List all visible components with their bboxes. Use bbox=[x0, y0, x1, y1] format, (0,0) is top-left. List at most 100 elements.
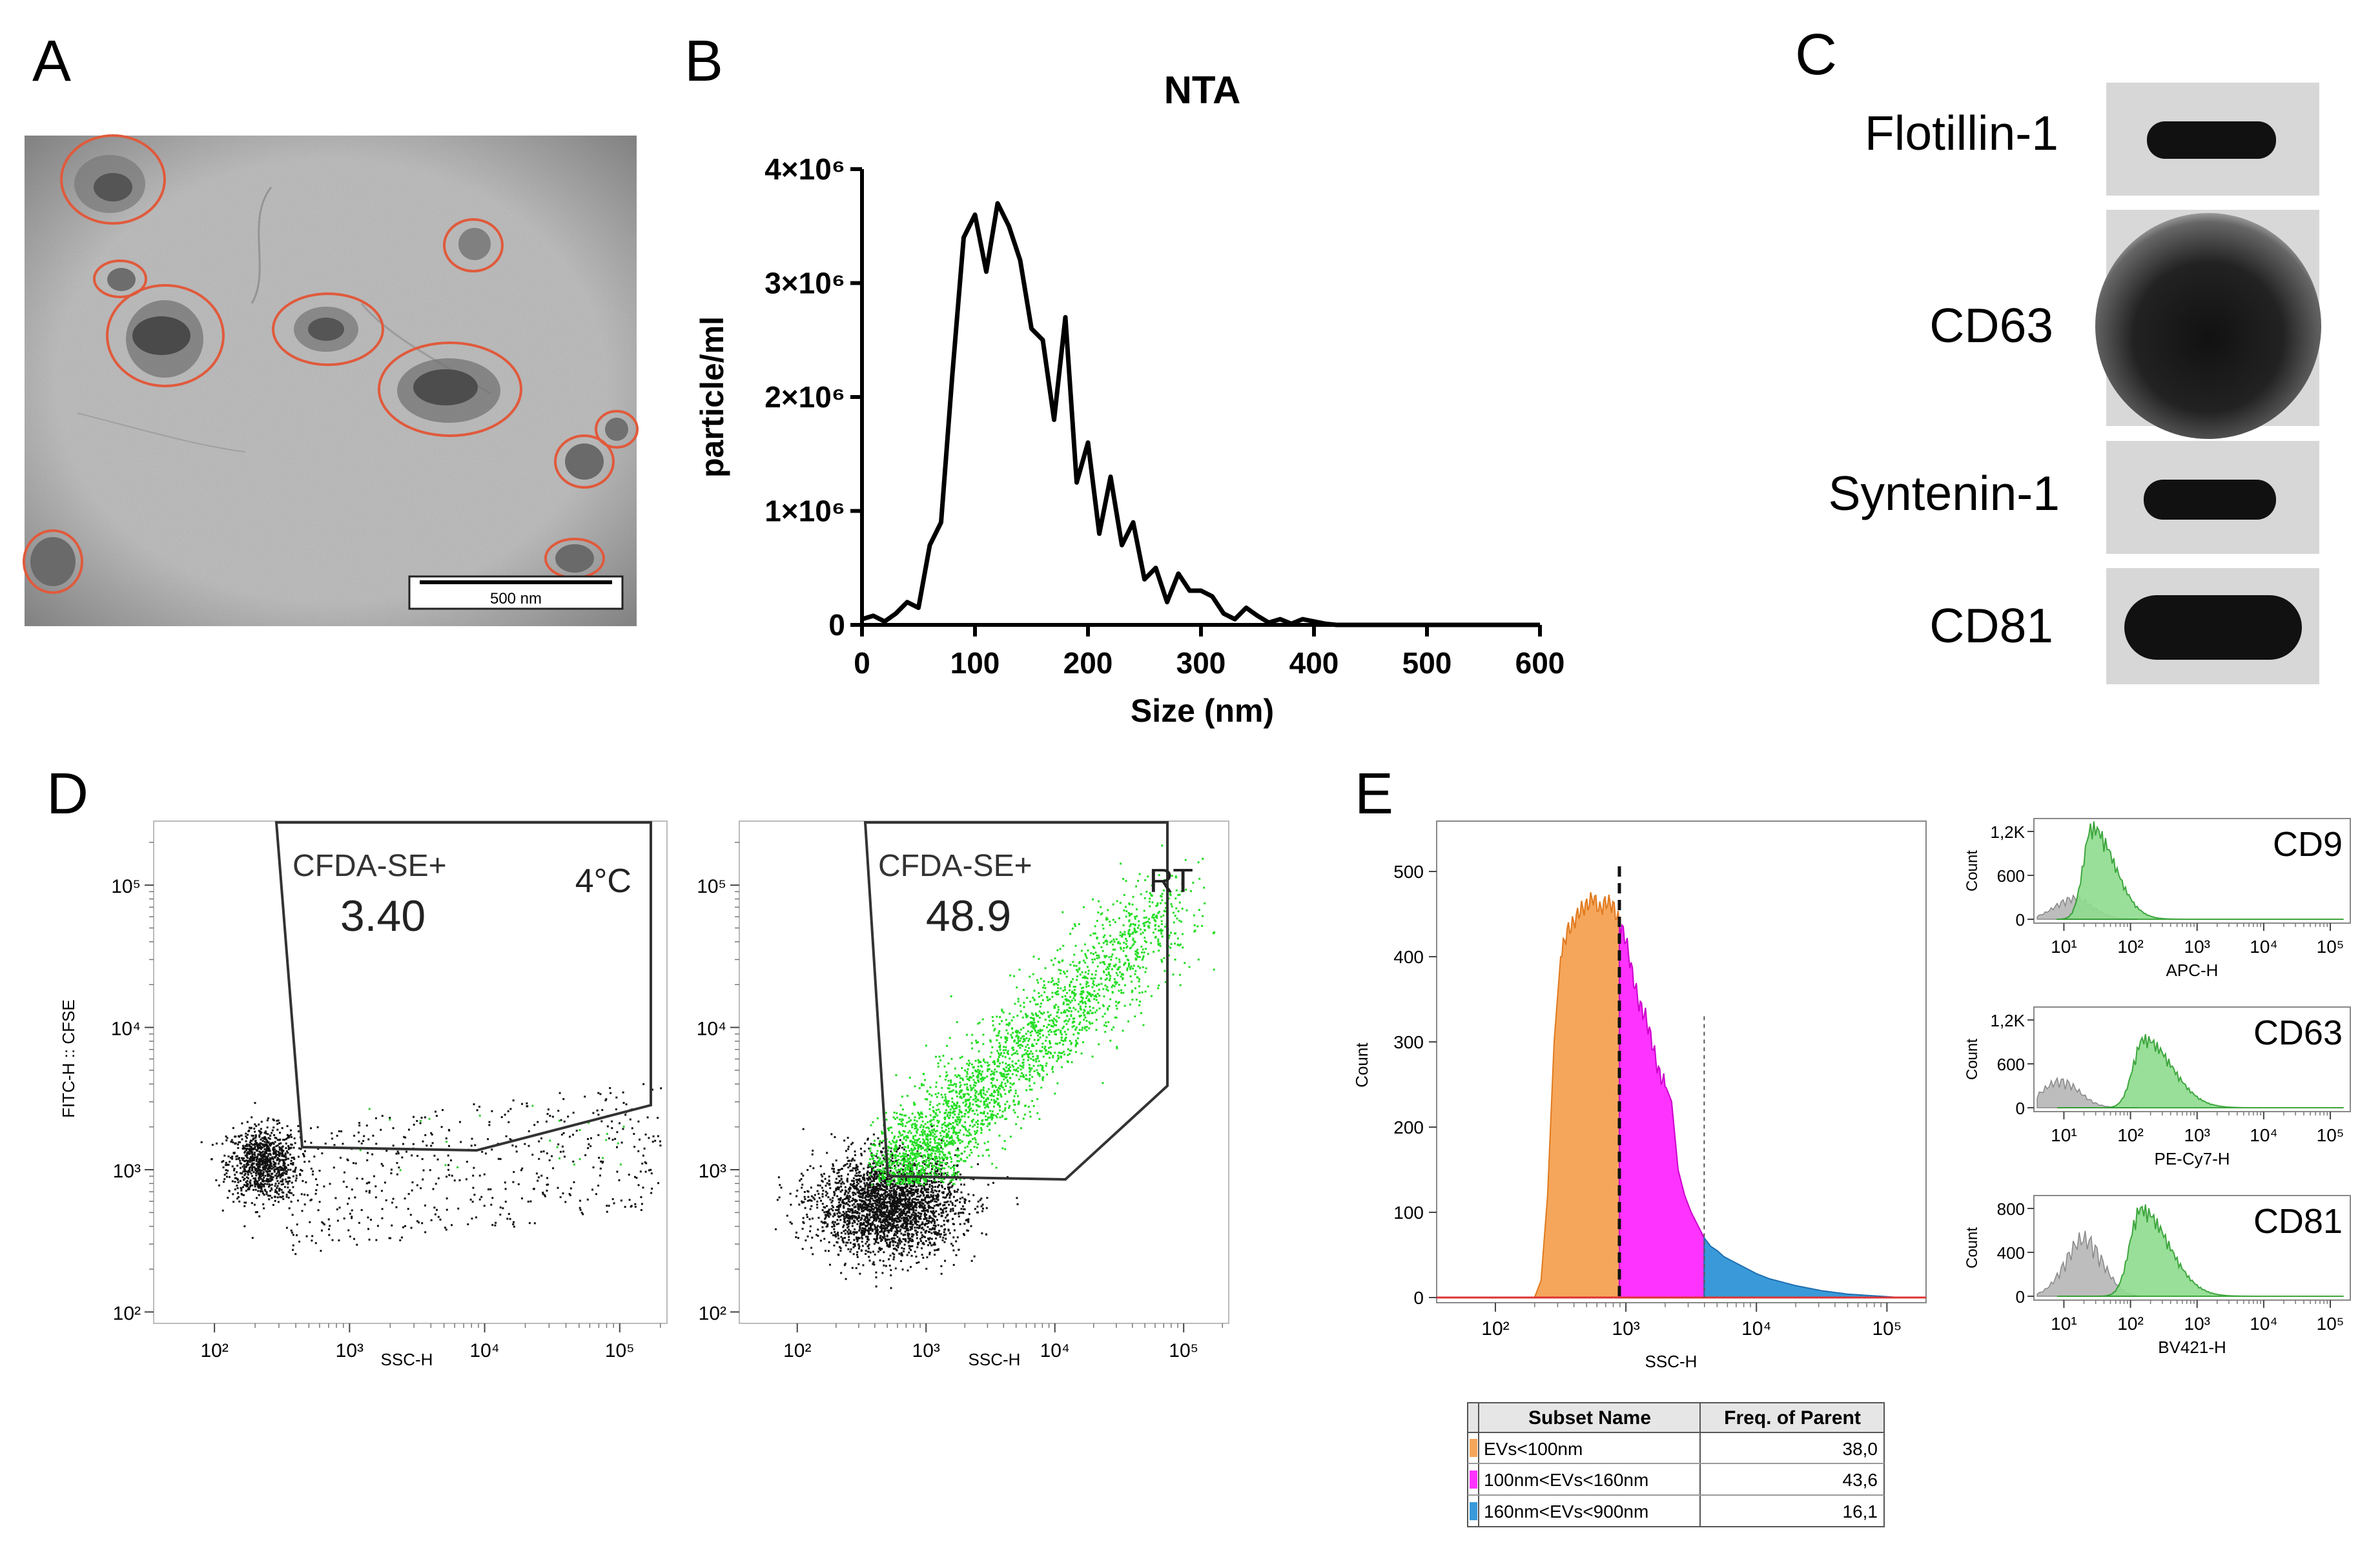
event-dot bbox=[801, 1248, 804, 1250]
event-dot bbox=[245, 1156, 248, 1158]
event-dot bbox=[1113, 985, 1116, 988]
event-dot bbox=[867, 1206, 869, 1208]
event-dot bbox=[1161, 960, 1164, 962]
event-dot bbox=[300, 1168, 302, 1171]
event-dot bbox=[806, 1190, 809, 1192]
event-dot bbox=[939, 1181, 942, 1184]
event-dot bbox=[597, 1185, 600, 1187]
event-dot bbox=[952, 1172, 955, 1174]
event-dot bbox=[876, 1117, 879, 1119]
event-dot bbox=[276, 1168, 279, 1170]
event-dot bbox=[916, 1261, 918, 1264]
event-dot bbox=[943, 1219, 945, 1222]
event-dot bbox=[926, 1188, 928, 1191]
event-dot bbox=[804, 1207, 806, 1209]
event-dot bbox=[1033, 1039, 1036, 1041]
event-dot bbox=[877, 1192, 879, 1194]
event-dot bbox=[249, 1150, 251, 1152]
event-dot bbox=[904, 1234, 907, 1236]
event-dot bbox=[903, 1174, 905, 1176]
event-dot bbox=[878, 1205, 881, 1207]
event-dot bbox=[833, 1194, 836, 1197]
event-dot bbox=[981, 1207, 984, 1210]
event-dot bbox=[515, 1145, 517, 1148]
event-dot bbox=[921, 1172, 924, 1174]
event-dot bbox=[288, 1207, 291, 1210]
event-dot bbox=[264, 1174, 267, 1177]
event-dot bbox=[789, 1221, 792, 1223]
event-dot bbox=[254, 1145, 256, 1148]
event-dot bbox=[867, 1177, 870, 1180]
event-dot bbox=[917, 1212, 919, 1214]
event-dot bbox=[937, 1193, 939, 1196]
event-dot bbox=[836, 1206, 838, 1208]
event-dot bbox=[247, 1173, 249, 1176]
event-dot bbox=[967, 1221, 970, 1223]
event-dot bbox=[888, 1217, 891, 1219]
event-dot bbox=[980, 1205, 983, 1208]
event-dot bbox=[265, 1141, 268, 1144]
event-dot bbox=[837, 1215, 839, 1217]
event-dot bbox=[249, 1184, 252, 1186]
event-dot bbox=[851, 1212, 854, 1214]
event-dot bbox=[940, 1212, 943, 1214]
event-dot bbox=[900, 1252, 903, 1254]
event-dot bbox=[1030, 1023, 1032, 1025]
event-dot bbox=[890, 1186, 893, 1189]
event-dot bbox=[937, 1146, 939, 1149]
event-dot bbox=[872, 1203, 874, 1205]
event-dot bbox=[278, 1143, 280, 1145]
event-dot bbox=[833, 1223, 836, 1226]
event-dot bbox=[327, 1218, 330, 1221]
event-dot bbox=[861, 1204, 864, 1207]
event-dot bbox=[281, 1127, 283, 1130]
event-dot bbox=[287, 1148, 290, 1150]
event-dot bbox=[315, 1189, 318, 1192]
event-dot bbox=[1158, 925, 1160, 928]
event-dot bbox=[228, 1190, 231, 1192]
event-dot bbox=[287, 1181, 289, 1183]
event-dot bbox=[836, 1172, 839, 1174]
event-dot bbox=[789, 1192, 792, 1195]
event-dot bbox=[807, 1196, 810, 1198]
event-dot bbox=[870, 1124, 872, 1126]
event-dot bbox=[868, 1176, 870, 1179]
event-dot bbox=[269, 1161, 271, 1163]
event-dot bbox=[262, 1156, 265, 1158]
event-dot bbox=[847, 1192, 850, 1194]
event-dot bbox=[273, 1152, 276, 1155]
event-dot bbox=[562, 1132, 565, 1134]
event-dot bbox=[231, 1180, 234, 1183]
event-dot bbox=[267, 1149, 270, 1152]
event-dot bbox=[985, 1207, 988, 1209]
event-dot bbox=[994, 1100, 997, 1103]
event-dot bbox=[260, 1163, 263, 1166]
event-dot bbox=[806, 1216, 808, 1218]
event-dot bbox=[837, 1188, 840, 1190]
event-dot bbox=[856, 1172, 858, 1174]
event-dot bbox=[1060, 969, 1062, 972]
event-dot bbox=[967, 1092, 969, 1095]
event-dot bbox=[834, 1221, 836, 1223]
event-dot bbox=[234, 1188, 236, 1191]
event-dot bbox=[863, 1192, 866, 1195]
event-dot bbox=[915, 1144, 918, 1146]
event-dot bbox=[905, 1136, 907, 1138]
event-dot bbox=[619, 1163, 622, 1166]
event-dot bbox=[1151, 884, 1153, 887]
event-dot bbox=[868, 1214, 871, 1216]
event-dot bbox=[982, 1043, 985, 1045]
event-dot bbox=[888, 1265, 891, 1267]
event-dot bbox=[360, 1142, 363, 1145]
event-dot bbox=[921, 1116, 923, 1119]
event-dot bbox=[292, 1234, 294, 1236]
event-dot bbox=[1098, 1007, 1101, 1010]
event-dot bbox=[267, 1170, 269, 1173]
event-dot bbox=[900, 1225, 903, 1228]
x-tick-label: 10³ bbox=[912, 1340, 940, 1361]
event-dot bbox=[877, 1197, 880, 1199]
event-dot bbox=[923, 1182, 925, 1185]
event-dot bbox=[395, 1152, 398, 1155]
event-dot bbox=[903, 1217, 906, 1219]
event-dot bbox=[846, 1196, 849, 1199]
